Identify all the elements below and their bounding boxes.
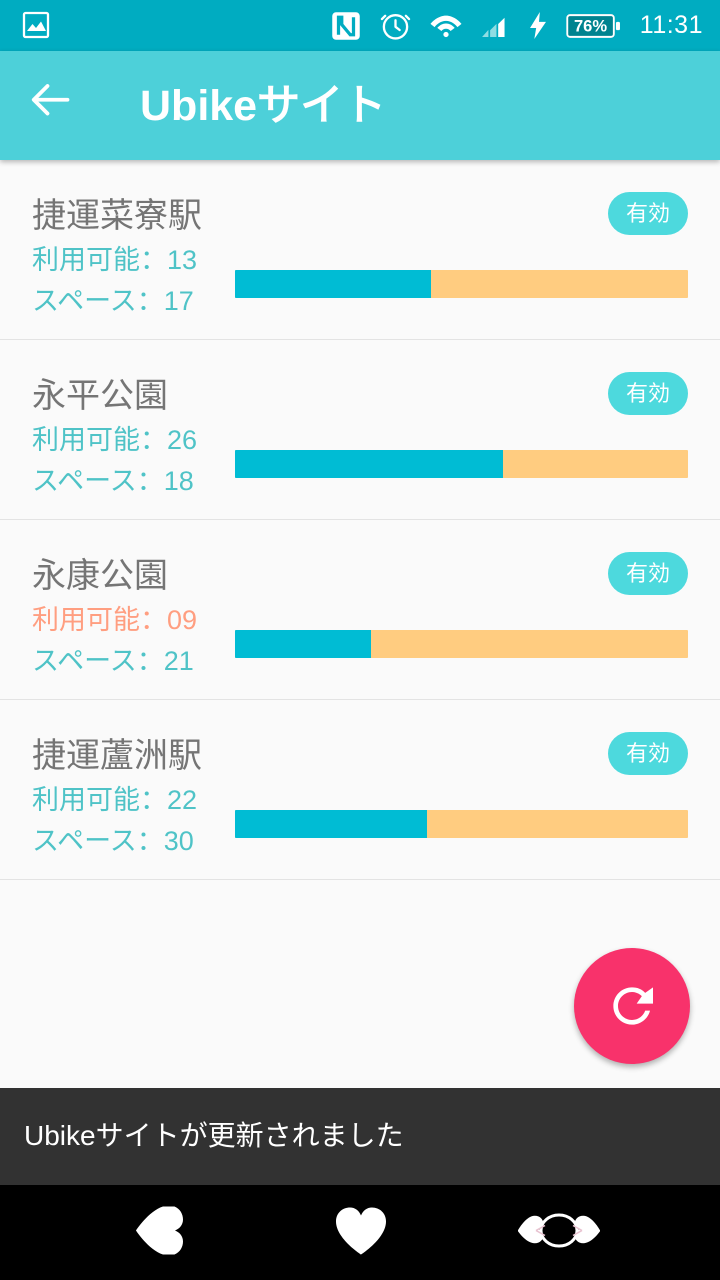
svg-text:76%: 76% bbox=[574, 16, 607, 35]
